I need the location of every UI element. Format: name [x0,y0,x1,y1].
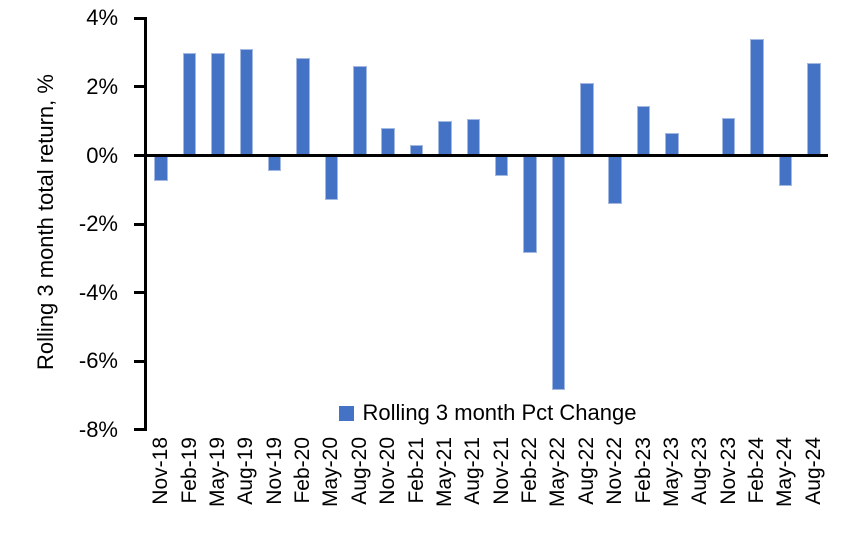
x-tick-label: Nov-23 [715,437,743,529]
y-tick-label: -2% [78,211,118,237]
bar [154,155,168,182]
bar [353,66,367,156]
y-tick-mark [134,222,145,226]
x-tick-label: May-20 [317,437,345,529]
bar [211,52,225,156]
bar [381,128,395,156]
x-tick-label-text: Aug-19 [234,437,258,505]
bar [750,38,764,156]
x-tick-label-text: Feb-24 [745,437,769,504]
bar [438,121,452,156]
x-tick-label: May-21 [431,437,459,529]
y-tick-label: -4% [78,279,118,305]
x-tick-label: Nov-22 [601,437,629,529]
x-tick-label: Aug-22 [573,437,601,529]
bar [580,83,594,156]
x-tick-label: May-23 [658,437,686,529]
bar [636,105,651,156]
y-tick-mark [134,16,145,20]
x-tick-label: Nov-20 [374,437,402,529]
bar [665,133,679,156]
x-tick-label-text: Nov-20 [376,437,400,505]
x-tick-label-text: Feb-22 [518,437,542,504]
x-tick-label-text: Aug-23 [688,437,712,505]
x-tick-label-text: May-21 [432,437,456,508]
x-axis-line [134,154,828,157]
x-tick-label: Feb-24 [743,437,771,529]
y-tick-label: -6% [78,348,118,374]
x-tick-label-text: May-20 [319,437,343,508]
x-tick-label-text: Feb-21 [404,437,428,504]
y-tick-mark [134,359,145,363]
x-tick-label-text: Feb-23 [631,437,655,504]
x-tick-label: Aug-20 [346,437,374,529]
x-tick-label: Aug-21 [459,437,487,529]
x-tick-label: Feb-19 [175,437,203,529]
x-tick-label-text: May-24 [773,437,797,508]
x-tick-label: Aug-23 [686,437,714,529]
x-tick-label: May-22 [544,437,572,529]
bar [807,62,821,156]
x-tick-label: May-19 [204,437,232,529]
x-tick-label-text: May-23 [659,437,683,508]
x-tick-label-text: Nov-23 [716,437,740,505]
bar [239,49,254,156]
x-tick-label-text: May-22 [546,437,570,508]
y-tick-mark [134,428,145,432]
bar [182,52,197,156]
x-tick-label: Nov-19 [261,437,289,529]
x-tick-label-text: Aug-21 [461,437,485,505]
bar [721,117,736,156]
y-tick-mark [134,291,145,295]
x-tick-label-text: Nov-22 [603,437,627,505]
legend-label: Rolling 3 month Pct Change [362,400,637,425]
x-tick-label-text: May-19 [205,437,229,508]
legend-swatch-icon [338,405,354,421]
x-tick-label: Feb-22 [516,437,544,529]
x-tick-label-text: Nov-18 [149,437,173,505]
y-tick-label: 2% [86,73,118,99]
bar [523,155,537,254]
bar [494,155,509,177]
x-tick-label: Feb-21 [402,437,430,529]
bar [324,155,339,201]
x-tick-label-text: Aug-20 [347,437,371,505]
x-tick-label-text: Feb-20 [291,437,315,504]
bar [466,119,481,156]
bar [267,155,282,171]
x-tick-label: Aug-24 [800,437,828,529]
x-tick-label: Nov-18 [147,437,175,529]
x-tick-label-text: Aug-24 [801,437,825,505]
y-tick-label: -8% [78,416,118,442]
bar [608,155,622,204]
bar [551,155,566,391]
y-tick-label: 4% [86,5,118,31]
y-tick-mark [134,85,145,89]
x-tick-label-text: Aug-22 [574,437,598,505]
x-tick-label-text: Nov-21 [489,437,513,505]
x-tick-label: Nov-21 [488,437,516,529]
x-tick-label: May-24 [771,437,799,529]
bar [296,57,310,156]
x-tick-label: Feb-23 [629,437,657,529]
x-tick-label-text: Feb-19 [177,437,201,504]
legend: Rolling 3 month Pct Change [147,399,828,427]
x-tick-label: Feb-20 [289,437,317,529]
y-axis-line [144,17,147,431]
x-tick-label-text: Nov-19 [262,437,286,505]
x-tick-label: Aug-19 [232,437,260,529]
bar [778,155,793,187]
y-tick-label: 0% [86,142,118,168]
